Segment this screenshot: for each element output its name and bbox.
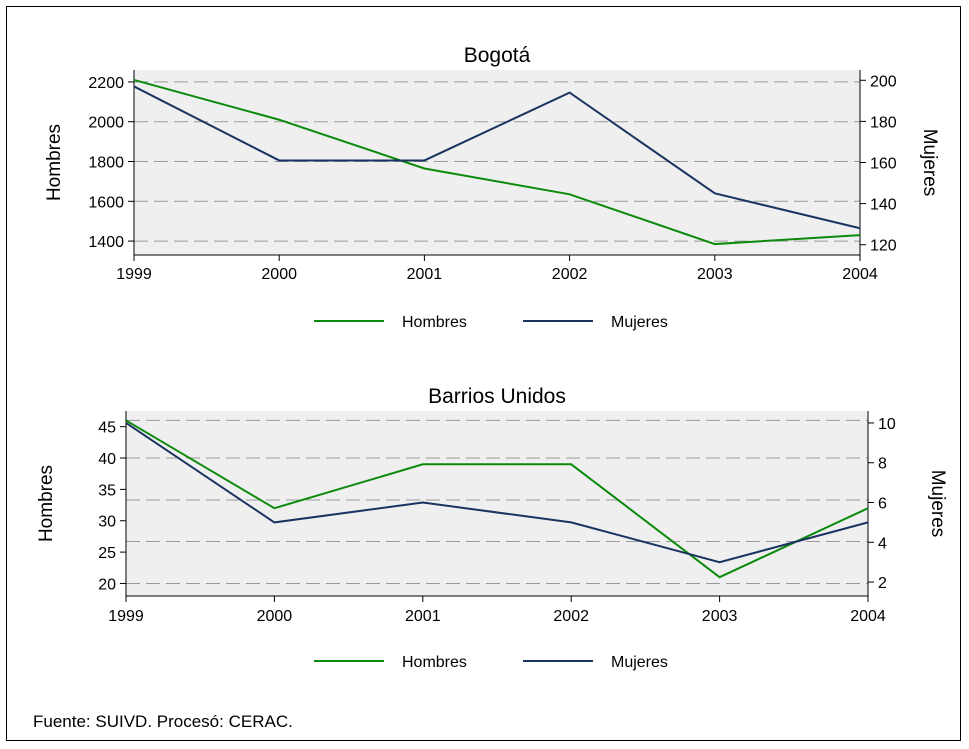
x-tick-label: 2001 — [407, 266, 443, 283]
y-axis-title-right: Mujeres — [927, 470, 948, 538]
x-tick-label: 2003 — [697, 266, 733, 283]
chart-panel-1: 1400 1600 1800 2000 2200 120 140 160 180 200 1999 2… — [44, 44, 940, 331]
source-note: Fuente: SUIVD. Procesó: CERAC. — [33, 712, 293, 731]
x-tick-label: 1999 — [108, 608, 144, 625]
chart-title: Barrios Unidos — [428, 385, 566, 408]
series-line-hombres — [133, 78, 861, 246]
chart-title: Bogotá — [464, 44, 531, 67]
y-tick-label-left: 1800 — [88, 155, 124, 172]
chart-panel-2: 20 25 30 35 40 45 2 4 6 8 10 1999 2000 2001 2002 2003 20… — [36, 385, 948, 671]
y-tick-label-right: 10 — [878, 416, 896, 433]
y-tick-label-left: 2000 — [88, 115, 124, 132]
y-axis-title-left: Hombres — [44, 124, 65, 201]
plot-area — [134, 70, 860, 255]
y-tick-label-right: 120 — [870, 238, 897, 255]
y-tick-label-left: 1600 — [88, 194, 124, 211]
x-tick-label: 2002 — [553, 608, 589, 625]
y-axis-title-right: Mujeres — [919, 129, 940, 197]
series-line-hombres — [125, 419, 869, 579]
x-tick-label: 2002 — [552, 266, 588, 283]
series-line-mujeres — [133, 85, 861, 230]
y-tick-label-left: 20 — [98, 576, 116, 593]
y-axis-title-left: Hombres — [36, 465, 57, 542]
y-tick-label-right: 180 — [870, 114, 897, 131]
y-tick-label-right: 2 — [878, 575, 887, 592]
x-tick-label: 2003 — [702, 608, 738, 625]
x-tick-label: 2001 — [405, 608, 441, 625]
y-tick-label-right: 140 — [870, 197, 897, 214]
legend-label-mujeres: Mujeres — [611, 314, 668, 331]
y-tick-label-left: 25 — [98, 545, 116, 562]
x-tick-label: 1999 — [116, 266, 152, 283]
y-tick-label-left: 30 — [98, 514, 116, 531]
y-tick-label-right: 8 — [878, 456, 887, 473]
y-tick-label-right: 6 — [878, 496, 887, 513]
x-tick-label: 2004 — [850, 608, 886, 625]
y-tick-label-left: 45 — [98, 420, 116, 437]
legend-label-hombres: Hombres — [402, 654, 467, 671]
plot-area — [126, 411, 868, 596]
x-tick-label: 2004 — [842, 266, 878, 283]
y-tick-label-left: 2200 — [88, 75, 124, 92]
y-tick-label-left: 35 — [98, 482, 116, 499]
x-tick-label: 2000 — [261, 266, 297, 283]
y-tick-label-right: 200 — [870, 73, 897, 90]
y-tick-label-left: 40 — [98, 451, 116, 468]
legend-label-hombres: Hombres — [402, 314, 467, 331]
y-tick-label-right: 4 — [878, 535, 887, 552]
y-tick-label-right: 160 — [870, 156, 897, 173]
y-tick-label-left: 1400 — [88, 234, 124, 251]
series-line-mujeres — [125, 422, 869, 564]
legend-label-mujeres: Mujeres — [611, 654, 668, 671]
x-tick-label: 2000 — [257, 608, 293, 625]
